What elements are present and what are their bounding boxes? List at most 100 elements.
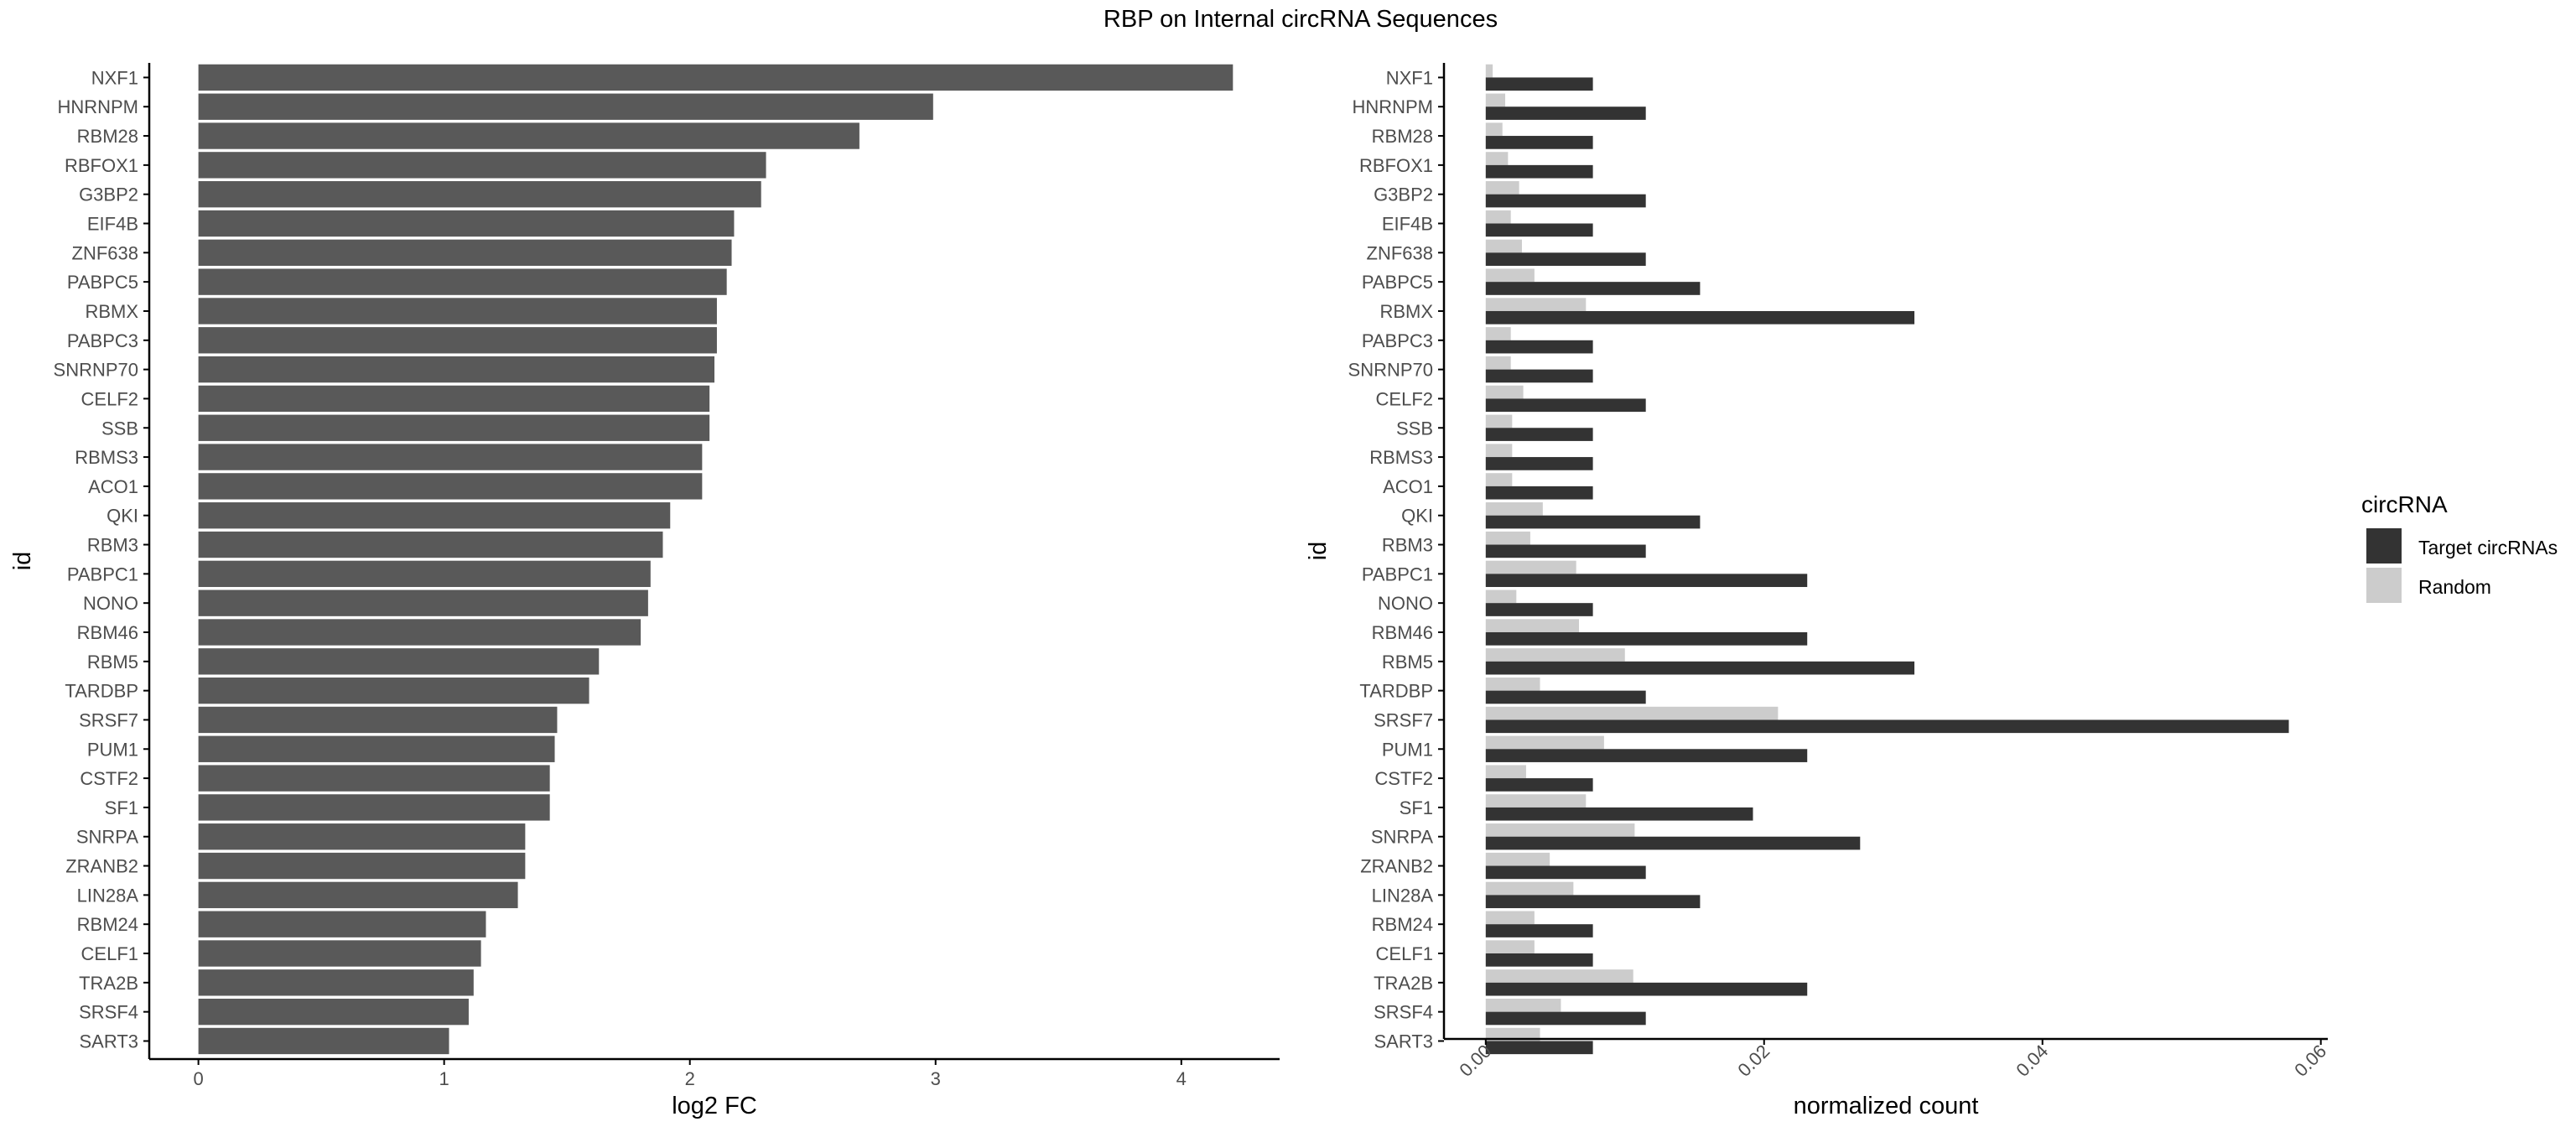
- bar-target-aco1: [1485, 486, 1593, 500]
- y-tick-label: RBM5: [87, 652, 138, 673]
- bar-random-znf638: [1485, 239, 1522, 253]
- y-tick-label: PABPC1: [67, 564, 138, 584]
- legend-key-target: [2366, 528, 2402, 564]
- bar-random-tardbp: [1485, 677, 1540, 691]
- bar-sart3: [198, 1027, 449, 1055]
- y-tick-label: SSB: [101, 418, 138, 439]
- bar-rbm28: [198, 122, 860, 149]
- y-tick-label: NONO: [1378, 593, 1433, 614]
- normalized-count-bar-chart: NXF1 HNRNPM RBM28 RBFOX1 G3BP2 EIF4B ZNF638 PAB…: [1305, 63, 2330, 1119]
- y-tick-label: ZNF638: [1367, 242, 1433, 263]
- bar-random-sart3: [1485, 1027, 1540, 1041]
- bar-random-lin28a: [1485, 881, 1574, 896]
- bar-target-znf638: [1485, 252, 1646, 266]
- y-tick-label: PABPC5: [1362, 272, 1433, 293]
- bar-target-zranb2: [1485, 865, 1646, 880]
- bar-rbms3: [198, 444, 703, 470]
- bar-celf1: [198, 940, 481, 967]
- x-tick-label: 0.04: [2012, 1041, 2052, 1081]
- bar-random-snrpa: [1485, 823, 1635, 837]
- bar-random-ssb: [1485, 414, 1513, 428]
- bar-random-pabpc3: [1485, 327, 1511, 340]
- y-tick-label: SF1: [1400, 797, 1433, 818]
- x-tick-label: 3: [931, 1068, 941, 1089]
- y-tick-label: PABPC3: [67, 330, 138, 351]
- y-tick-label: TARDBP: [1359, 681, 1433, 702]
- y-tick-label: RBM5: [1382, 652, 1433, 673]
- legend-title: circRNA: [2361, 491, 2448, 517]
- y-tick-label: EIF4B: [1382, 214, 1433, 235]
- bar-srsf4: [198, 998, 469, 1026]
- bar-target-pabpc3: [1485, 340, 1593, 354]
- bar-nxf1: [198, 64, 1233, 91]
- bar-random-nxf1: [1485, 64, 1493, 78]
- bar-random-pabpc5: [1485, 268, 1535, 283]
- bar-target-g3bp2: [1485, 194, 1646, 208]
- y-tick-label: SRSF4: [79, 1002, 138, 1023]
- y-tick-label: NONO: [83, 593, 138, 614]
- bar-target-srsf4: [1485, 1011, 1646, 1026]
- log2fc-bar-chart: NXF1 HNRNPM RBM28 RBFOX1 G3BP2 EIF4B ZNF638 PAB…: [9, 63, 1280, 1119]
- y-tick-label: G3BP2: [79, 184, 138, 205]
- bar-target-cstf2: [1485, 778, 1593, 792]
- bar-random-zranb2: [1485, 852, 1550, 866]
- y-tick-label: QKI: [1401, 506, 1433, 527]
- y-tick-label: ACO1: [1383, 476, 1433, 497]
- bar-random-rbms3: [1485, 444, 1513, 458]
- x-axis-title: log2 FC: [672, 1093, 757, 1119]
- bar-target-hnrnpm: [1485, 106, 1646, 120]
- y-tick-label: NXF1: [1386, 67, 1433, 88]
- bar-random-snrnp70: [1485, 356, 1511, 370]
- bar-sf1: [198, 794, 550, 821]
- y-tick-label: CELF1: [1376, 943, 1433, 964]
- bar-random-eif4b: [1485, 210, 1511, 224]
- x-tick-label: 0.02: [1733, 1041, 1774, 1081]
- bar-aco1: [198, 473, 703, 500]
- bar-random-srsf7: [1485, 706, 1779, 720]
- bar-random-sf1: [1485, 794, 1587, 808]
- y-tick-label: TRA2B: [79, 973, 138, 994]
- bar-target-pabpc5: [1485, 282, 1701, 295]
- bar-pabpc5: [198, 268, 727, 295]
- y-tick-label: PABPC3: [1362, 330, 1433, 351]
- x-axis-title: normalized count: [1794, 1093, 1979, 1119]
- y-tick-label: G3BP2: [1374, 184, 1433, 205]
- bar-rbfox1: [198, 152, 766, 179]
- legend-label-random: Random: [2418, 576, 2491, 598]
- y-tick-label: SRSF7: [79, 709, 138, 730]
- bar-target-nono: [1485, 603, 1593, 616]
- bar-target-rbm28: [1485, 136, 1593, 149]
- y-tick-label: RBM46: [1372, 622, 1433, 643]
- y-tick-label: PABPC5: [67, 272, 138, 293]
- bar-target-rbms3: [1485, 457, 1593, 470]
- bar-random-pabpc1: [1485, 560, 1576, 574]
- y-tick-label: SRSF7: [1374, 709, 1433, 730]
- x-tick-label: 0.06: [2290, 1041, 2330, 1081]
- bar-target-tardbp: [1485, 690, 1646, 704]
- bar-rbm5: [198, 648, 600, 675]
- y-tick-label: RBM3: [87, 535, 138, 556]
- y-tick-label: RBMX: [1379, 301, 1433, 322]
- y-tick-label: ZRANB2: [65, 856, 138, 877]
- bar-zranb2: [198, 852, 526, 880]
- bar-random-rbm46: [1485, 619, 1580, 632]
- bar-target-snrnp70: [1485, 369, 1593, 383]
- bar-random-g3bp2: [1485, 181, 1519, 195]
- legend-label-target: Target circRNAs: [2418, 537, 2558, 558]
- bar-random-celf1: [1485, 940, 1535, 954]
- bar-random-hnrnpm: [1485, 93, 1506, 107]
- y-tick-label: CELF2: [81, 388, 138, 409]
- y-tick-label: SRSF4: [1374, 1002, 1433, 1023]
- bar-random-rbfox1: [1485, 152, 1509, 165]
- bar-random-tra2b: [1485, 969, 1633, 983]
- y-tick-label: NXF1: [91, 67, 138, 88]
- bar-snrpa: [198, 823, 526, 850]
- bar-target-sart3: [1485, 1041, 1593, 1055]
- bar-g3bp2: [198, 181, 761, 208]
- y-tick-label: ACO1: [88, 476, 138, 497]
- bar-target-rbm24: [1485, 924, 1593, 937]
- bar-random-cstf2: [1485, 765, 1526, 779]
- y-tick-label: PABPC1: [1362, 564, 1433, 584]
- x-tick-label: 0: [193, 1068, 203, 1089]
